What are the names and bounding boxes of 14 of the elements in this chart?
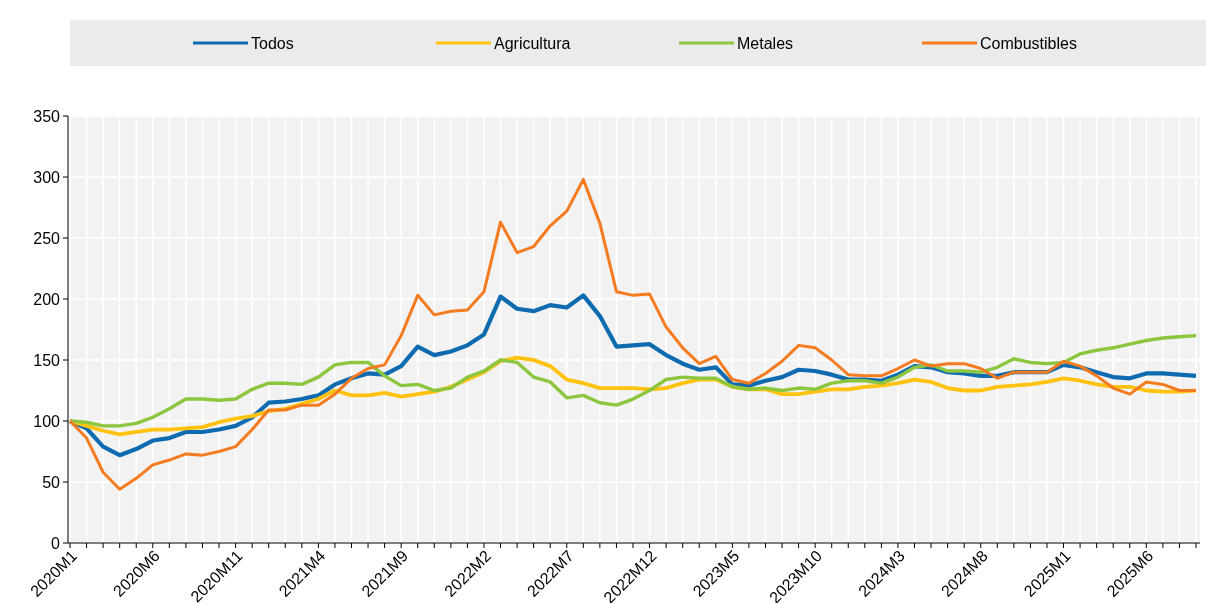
line-series [68, 177, 1198, 491]
y-tick-label: 100 [33, 412, 61, 430]
y-tick-label: 150 [33, 351, 61, 369]
y-tick-label: 300 [33, 168, 61, 186]
y-tick-label: 350 [33, 107, 61, 125]
y-tick-label: 200 [33, 290, 61, 308]
legend-label: Todos [251, 34, 294, 52]
legend-label: Combustibles [980, 34, 1077, 52]
y-tick-label: 0 [51, 534, 61, 552]
legend-label: Agricultura [494, 34, 571, 52]
y-tick-label: 50 [42, 473, 61, 491]
y-tick-label: 250 [33, 229, 61, 247]
line-series [68, 333, 1198, 428]
legend-label: Metales [737, 34, 794, 52]
